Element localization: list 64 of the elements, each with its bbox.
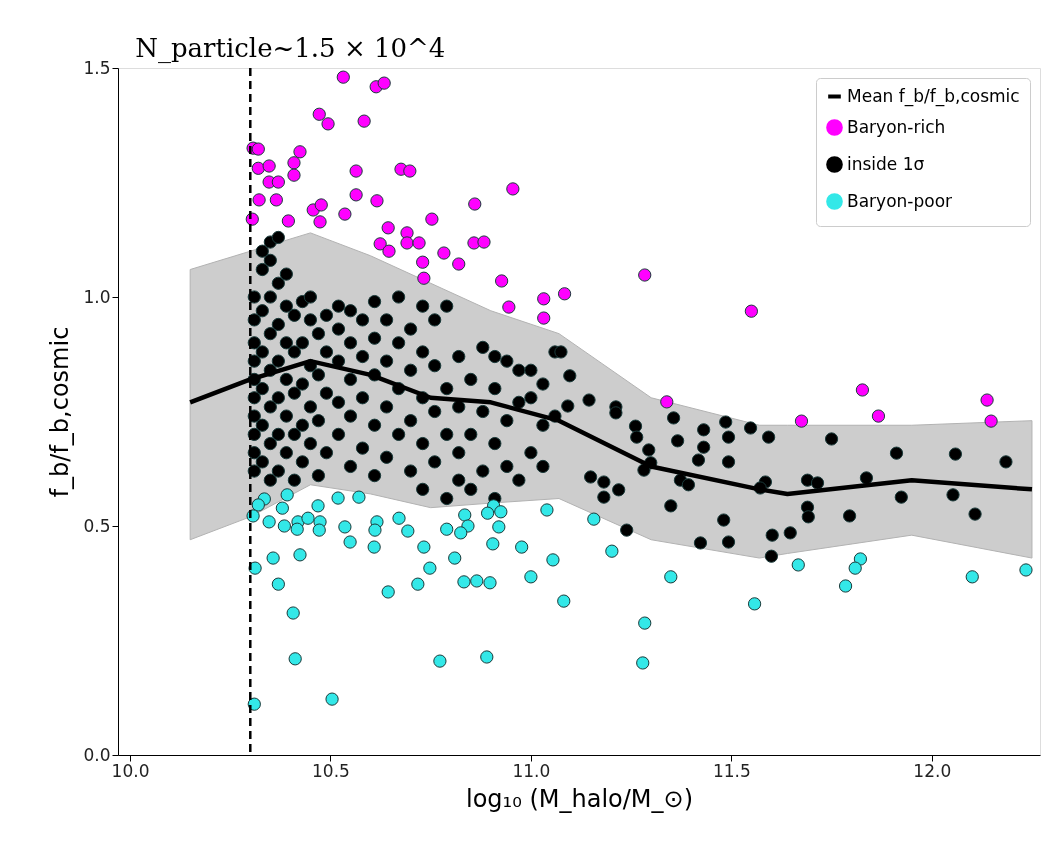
point <box>557 287 572 301</box>
point <box>855 383 870 397</box>
point <box>794 414 809 428</box>
legend-label: Baryon-poor <box>847 190 953 211</box>
x-tick-label: 11.5 <box>712 760 751 781</box>
point <box>357 114 371 128</box>
point <box>251 161 265 175</box>
y-axis-title: f_b/f_b,cosmic <box>46 326 75 498</box>
point <box>506 182 520 196</box>
point <box>417 271 431 285</box>
point <box>381 221 395 235</box>
point <box>537 311 551 325</box>
point <box>400 236 414 250</box>
point <box>425 212 439 226</box>
point <box>502 300 516 314</box>
x-tick-label: 12.0 <box>913 760 952 781</box>
point <box>871 409 886 423</box>
point <box>262 159 276 173</box>
legend-label: inside 1σ <box>847 153 925 174</box>
point <box>271 175 285 189</box>
x-tick-label: 10.0 <box>111 760 150 781</box>
y-tick-label: 1.5 <box>83 57 111 78</box>
point <box>537 292 551 306</box>
x-axis-title: log₁₀ (M_halo/M_⊙) <box>465 784 694 813</box>
point <box>269 193 283 207</box>
point <box>314 198 328 212</box>
point <box>660 395 674 409</box>
point <box>349 164 363 178</box>
point <box>293 145 307 159</box>
point <box>281 214 295 228</box>
point <box>252 193 266 207</box>
x-tick-label: 11.0 <box>512 760 551 781</box>
point <box>638 268 652 282</box>
point <box>403 164 417 178</box>
point <box>377 76 391 90</box>
y-tick-label: 1.0 <box>83 286 111 307</box>
point <box>452 257 466 271</box>
point <box>980 393 994 407</box>
point <box>251 142 265 156</box>
point <box>370 194 384 208</box>
point <box>313 215 327 229</box>
point <box>412 236 426 250</box>
point <box>373 237 387 251</box>
point <box>495 274 509 288</box>
point <box>382 244 396 258</box>
point <box>321 117 335 131</box>
point <box>468 197 482 211</box>
point <box>287 168 301 182</box>
legend-label: Baryon-rich <box>847 116 946 137</box>
point <box>437 246 451 260</box>
y-tick-label: 0.5 <box>83 515 111 536</box>
legend-label: Mean f_b/f_b,cosmic <box>847 85 1020 107</box>
y-tick-label: 0.0 <box>83 744 111 765</box>
point <box>349 188 363 202</box>
ref-line-label: N_particle~1.5 × 10^4 <box>135 33 446 64</box>
point <box>477 235 491 249</box>
point <box>336 70 350 84</box>
point <box>744 304 758 318</box>
x-tick-label: 10.5 <box>312 760 350 781</box>
point <box>416 255 430 269</box>
point <box>338 207 352 221</box>
point <box>287 156 301 170</box>
point <box>984 414 998 428</box>
point <box>312 107 326 121</box>
